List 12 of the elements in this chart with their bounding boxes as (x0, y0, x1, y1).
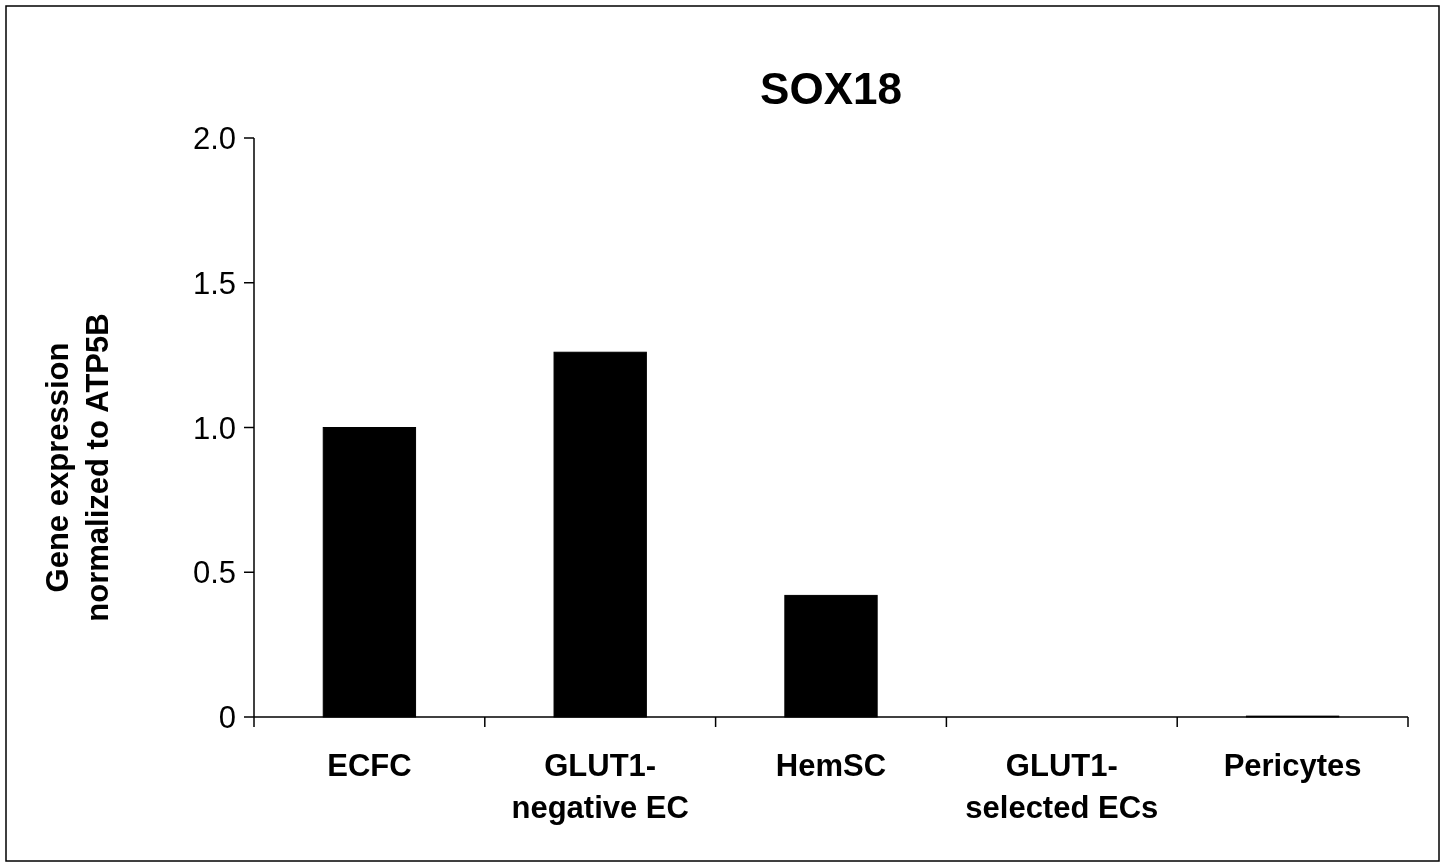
y-tick-label: 2.0 (192, 121, 236, 157)
x-tick-label: ECFC (327, 748, 412, 783)
y-axis-title: Gene expression normalized to ATP5B (40, 313, 115, 622)
y-tick-label: 0.5 (192, 555, 236, 591)
x-tick-label: GLUT1-selected ECs (965, 748, 1159, 825)
chart-title: SOX18 (760, 64, 902, 113)
x-tick-label: Pericytes (1223, 748, 1362, 783)
y-tick-label: 1.5 (192, 265, 236, 301)
x-tick-label: GLUT1-negative EC (511, 748, 689, 825)
y-tick-label: 0 (218, 700, 236, 736)
x-tick-label: HemSC (775, 748, 887, 783)
y-tick-label: 1.0 (192, 410, 236, 446)
